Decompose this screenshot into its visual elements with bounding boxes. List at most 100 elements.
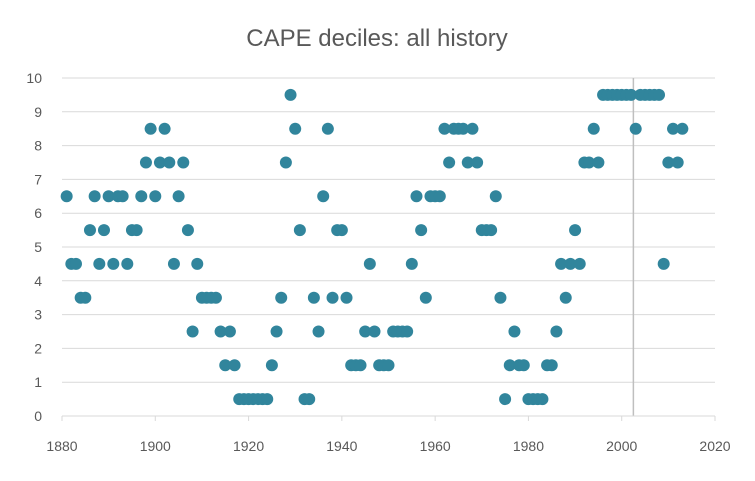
- data-point: [545, 359, 558, 372]
- data-point: [667, 122, 680, 135]
- data-point: [499, 393, 512, 406]
- data-point: [410, 190, 423, 203]
- data-point: [657, 257, 670, 270]
- data-point: [139, 156, 152, 169]
- data-point: [102, 190, 115, 203]
- data-point: [471, 156, 484, 169]
- data-point: [223, 325, 236, 338]
- x-tick-label: 2000: [606, 438, 637, 454]
- y-tick-label: 10: [26, 70, 42, 86]
- data-point: [536, 393, 549, 406]
- y-tick-label: 5: [34, 239, 42, 255]
- data-point: [461, 156, 474, 169]
- data-point: [186, 325, 199, 338]
- x-tick-label: 1960: [420, 438, 451, 454]
- data-point: [433, 190, 446, 203]
- data-point: [419, 291, 432, 304]
- data-point: [629, 122, 642, 135]
- data-point: [569, 224, 582, 237]
- data-point: [149, 190, 162, 203]
- data-point: [587, 122, 600, 135]
- data-point: [158, 122, 171, 135]
- data-point: [401, 325, 414, 338]
- chart-title: CAPE deciles: all history: [246, 25, 507, 52]
- data-point: [363, 257, 376, 270]
- y-tick-label: 2: [34, 340, 42, 356]
- data-point: [583, 156, 596, 169]
- data-point: [97, 224, 110, 237]
- data-point: [443, 156, 456, 169]
- data-point: [335, 224, 348, 237]
- y-axis-tick-labels: 0 1 2 3 4 5 6 7 8 9 10: [26, 70, 42, 424]
- data-point: [559, 291, 572, 304]
- data-point: [653, 88, 666, 101]
- data-point: [130, 224, 143, 237]
- data-point: [671, 156, 684, 169]
- y-tick-label: 4: [34, 273, 42, 289]
- data-point: [662, 156, 675, 169]
- data-point: [270, 325, 283, 338]
- data-point: [265, 359, 278, 372]
- data-point: [60, 190, 73, 203]
- data-point: [503, 359, 516, 372]
- gridlines: [62, 77, 715, 383]
- data-point: [121, 257, 134, 270]
- data-point: [214, 325, 227, 338]
- x-axis-tick-labels: 1880 1900 1920 1940 1960 1980 2000 2020: [46, 438, 730, 454]
- data-point: [676, 122, 689, 135]
- data-point: [116, 190, 129, 203]
- x-tick-label: 1920: [233, 438, 264, 454]
- data-point: [368, 325, 381, 338]
- data-point: [303, 393, 316, 406]
- data-point: [625, 88, 638, 101]
- data-point: [550, 325, 563, 338]
- data-point: [564, 257, 577, 270]
- x-tick-label: 1980: [513, 438, 544, 454]
- data-point: [293, 224, 306, 237]
- data-point: [289, 122, 302, 135]
- data-point: [307, 291, 320, 304]
- data-point: [592, 156, 605, 169]
- data-point: [79, 291, 92, 304]
- data-point: [359, 325, 372, 338]
- x-tick-label: 1880: [46, 438, 77, 454]
- data-point: [181, 224, 194, 237]
- x-tick-label: 2020: [699, 438, 730, 454]
- data-point: [172, 190, 185, 203]
- data-point: [177, 156, 190, 169]
- data-point: [382, 359, 395, 372]
- data-point: [405, 257, 418, 270]
- y-tick-label: 7: [34, 171, 42, 187]
- data-point: [163, 156, 176, 169]
- data-point: [275, 291, 288, 304]
- data-point: [321, 122, 334, 135]
- data-point: [438, 122, 451, 135]
- data-point: [88, 190, 101, 203]
- y-tick-label: 9: [34, 104, 42, 120]
- data-point: [312, 325, 325, 338]
- data-point: [489, 190, 502, 203]
- data-point: [326, 291, 339, 304]
- data-point: [209, 291, 222, 304]
- data-points: [60, 88, 689, 406]
- y-tick-label: 0: [34, 408, 42, 424]
- x-tick-label: 1940: [326, 438, 357, 454]
- data-point: [517, 359, 530, 372]
- data-point: [340, 291, 353, 304]
- data-point: [93, 257, 106, 270]
- data-point: [228, 359, 241, 372]
- data-point: [279, 156, 292, 169]
- x-tick-label: 1900: [140, 438, 171, 454]
- data-point: [153, 156, 166, 169]
- data-point: [107, 257, 120, 270]
- y-tick-label: 3: [34, 307, 42, 323]
- data-point: [508, 325, 521, 338]
- data-point: [573, 257, 586, 270]
- y-tick-label: 6: [34, 205, 42, 221]
- data-point: [415, 224, 428, 237]
- data-point: [144, 122, 157, 135]
- data-point: [191, 257, 204, 270]
- axes: [61, 415, 716, 421]
- data-point: [466, 122, 479, 135]
